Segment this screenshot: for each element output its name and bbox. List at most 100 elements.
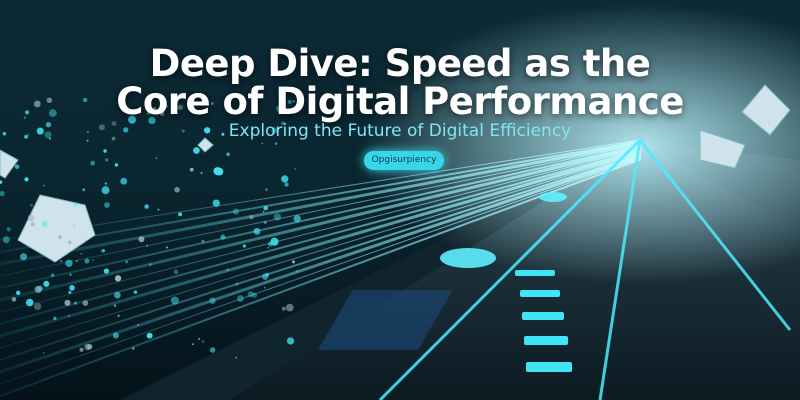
- decoration: [64, 299, 71, 306]
- decoration: [0, 145, 641, 289]
- decoration: [104, 182, 107, 185]
- decoration: [0, 158, 641, 397]
- decoration: [189, 167, 194, 172]
- decoration: [197, 137, 214, 153]
- decoration: [292, 100, 295, 103]
- decoration: [0, 149, 19, 179]
- decoration: [286, 337, 295, 345]
- decoration: [19, 253, 28, 261]
- decoration: [284, 182, 289, 187]
- decoration: [145, 218, 147, 220]
- decoration: [242, 244, 247, 248]
- decoration: [213, 167, 222, 176]
- decoration: [41, 221, 48, 227]
- decoration: [249, 215, 254, 220]
- decoration: [0, 141, 642, 266]
- decoration: [101, 248, 106, 253]
- decoration: [539, 192, 567, 202]
- decoration: [14, 164, 20, 170]
- decoration: [15, 290, 21, 296]
- decoration: [220, 234, 226, 240]
- decoration: [210, 102, 214, 105]
- decoration: [263, 205, 269, 211]
- decoration: [285, 303, 294, 312]
- title-line: Deep Dive: Speed as the: [149, 42, 651, 85]
- decoration: [515, 270, 555, 276]
- decoration: [0, 140, 641, 253]
- decoration: [262, 210, 265, 213]
- decoration: [146, 244, 149, 247]
- decoration: [0, 97, 301, 359]
- decoration: [281, 175, 289, 183]
- decoration: [173, 269, 179, 275]
- decoration: [226, 152, 230, 157]
- decoration: [209, 297, 216, 304]
- decoration: [0, 153, 641, 349]
- decoration: [699, 129, 746, 169]
- decoration: [23, 116, 27, 120]
- decoration: [69, 273, 72, 276]
- decoration: [253, 227, 261, 235]
- decoration: [82, 188, 86, 192]
- decoration: [0, 139, 642, 397]
- decoration: [293, 214, 301, 223]
- decoration: [281, 306, 286, 311]
- decoration: [65, 259, 73, 267]
- decoration: [68, 240, 72, 244]
- decoration: [164, 104, 169, 108]
- decoration: [267, 241, 273, 247]
- decoration: [120, 177, 128, 185]
- decoration: [104, 202, 110, 208]
- decoration: [192, 343, 194, 346]
- decoration: [138, 236, 145, 243]
- decoration: [201, 239, 205, 243]
- decoration: [80, 253, 82, 255]
- decoration: [125, 260, 129, 264]
- decoration: [195, 101, 197, 103]
- decoration: [114, 275, 122, 282]
- decoration: [133, 290, 138, 294]
- title-line: Core of Digital Performance: [116, 80, 684, 123]
- decoration: [46, 97, 53, 104]
- decoration: [103, 149, 107, 153]
- decoration: [235, 356, 238, 359]
- decoration: [27, 134, 29, 136]
- decoration: [30, 222, 35, 227]
- decoration: [247, 291, 254, 298]
- decoration: [522, 312, 564, 320]
- decoration: [520, 290, 560, 297]
- decoration: [73, 301, 77, 305]
- decoration: [0, 146, 642, 302]
- decoration: [146, 111, 150, 116]
- decoration: [263, 286, 266, 289]
- decoration: [0, 154, 641, 361]
- decoration: [275, 105, 284, 113]
- decoration: [0, 148, 641, 313]
- decoration: [0, 150, 642, 338]
- decoration: [84, 343, 91, 351]
- decoration: [58, 235, 62, 239]
- cta-button[interactable]: Opgisurpiency: [364, 151, 444, 170]
- decoration: [0, 157, 641, 385]
- decoration: [201, 340, 205, 343]
- decoration: [0, 155, 642, 374]
- decoration: [30, 203, 33, 207]
- subtitle: Exploring the Future of Digital Efficien…: [228, 121, 572, 141]
- decoration: [86, 139, 89, 142]
- decoration: [159, 111, 165, 116]
- decoration: [69, 285, 75, 291]
- decoration: [292, 260, 295, 264]
- decoration: [43, 280, 50, 287]
- decoration: [209, 347, 216, 353]
- decoration: [235, 282, 239, 286]
- decoration: [146, 332, 153, 339]
- decoration: [27, 214, 35, 222]
- decoration: [117, 314, 120, 318]
- decoration: [111, 121, 117, 126]
- decoration: [6, 227, 11, 232]
- decoration: [212, 199, 220, 207]
- decoration: [198, 338, 201, 340]
- decoration: [36, 127, 44, 135]
- decoration: [114, 163, 119, 167]
